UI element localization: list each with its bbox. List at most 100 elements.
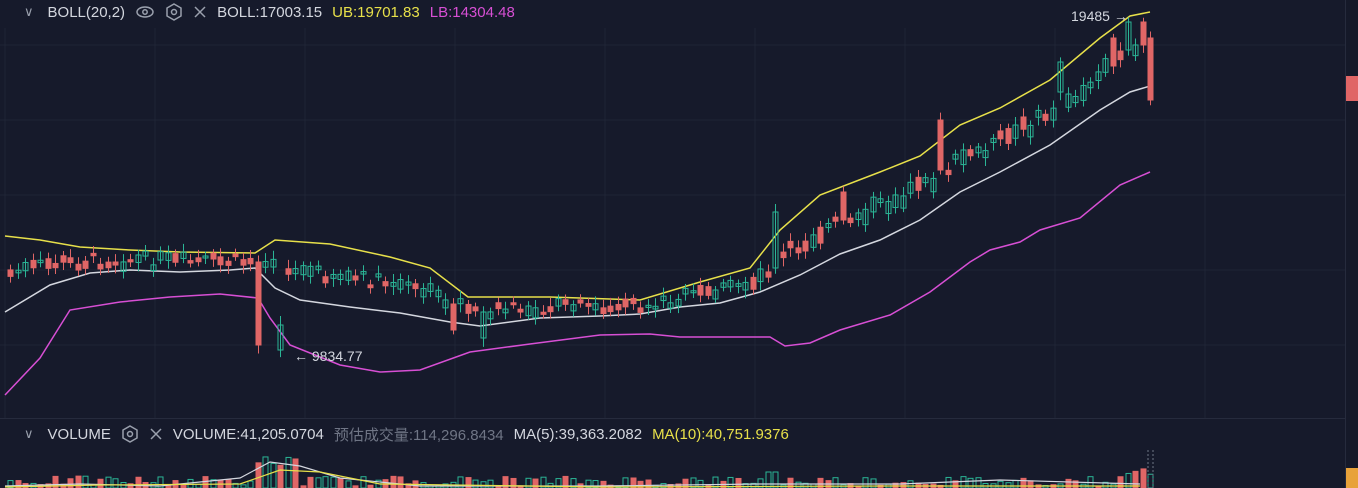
candle-body [1147,37,1154,101]
volume-bar [502,476,509,488]
volume-bar [727,476,734,488]
boll-upper-value: UB:19701.83 [332,3,420,21]
volume-bar [997,480,1004,488]
candle-body [937,119,944,171]
close-icon[interactable] [149,427,163,441]
candle-body [1087,81,1094,89]
candle-body [945,169,952,176]
candle-body [7,269,14,277]
volume-bar [112,478,119,488]
candle-body [1057,61,1064,93]
volume-bar [67,478,74,488]
volume-value: VOLUME:41,205.0704 [172,425,324,443]
candle-body [525,305,532,317]
candle-body [720,282,727,288]
settings-icon[interactable] [121,425,139,443]
volume-bar [682,478,689,488]
candle-body [225,260,232,266]
candle-body [382,281,389,287]
candle-body [1035,109,1042,118]
candle-body [817,226,824,244]
candle-body [165,252,172,261]
candle-body [112,261,119,266]
volume-bar [202,476,209,488]
candle-body [345,270,352,281]
candle-body [390,281,397,287]
settings-icon[interactable] [165,3,183,21]
candle-body [637,307,644,313]
candle-body [600,307,607,315]
upper-band-line [4,11,1151,301]
volume-bar [292,458,299,488]
candle-body [75,263,82,271]
volume-bar [330,476,337,488]
volume-bar [337,477,344,488]
candle-body [795,247,802,254]
volume-bar [307,476,314,488]
candle-body [480,311,487,339]
candle-body [900,195,907,209]
candle-body [465,303,472,314]
eye-icon[interactable] [135,5,155,19]
volume-bar [1072,480,1079,488]
candle-body [22,261,29,272]
candle-body [997,130,1004,140]
volume-bar [862,477,869,488]
candle-body [922,177,929,184]
candle-body [532,307,539,319]
volume-bar [960,476,967,488]
candle-body [1140,21,1147,46]
candle-body [630,297,637,305]
candle-body [120,261,127,272]
candle-body [442,299,449,309]
volume-indicator-name[interactable]: VOLUME [47,425,111,443]
collapse-chevron-icon[interactable]: ∨ [24,426,34,441]
candle-body [1102,58,1109,73]
volume-bar [240,484,247,488]
candle-body [547,306,554,313]
candle-body [457,298,464,305]
candle-body [142,250,149,257]
candle-body [682,287,689,295]
candle-body [652,305,659,310]
collapse-chevron-icon[interactable]: ∨ [24,4,34,19]
volume-bar [1005,482,1012,488]
candle-body [757,268,764,283]
candle-body [1080,84,1087,101]
pane-divider[interactable] [0,418,1345,419]
volume-bar [82,475,89,488]
candle-body [907,181,914,194]
volume-bar [1125,472,1132,488]
candle-body [412,283,419,290]
candle-body [787,240,794,249]
volume-bar [600,480,607,488]
candle-body [825,223,832,229]
volume-bar [967,477,974,488]
close-icon[interactable] [193,5,207,19]
candle-body [892,194,899,208]
boll-mid-value: BOLL:17003.15 [217,3,323,21]
candle-body [315,265,322,271]
volume-bar [690,477,697,488]
candle-body [1117,50,1124,61]
candle-body [810,234,817,248]
volume-bar [637,480,644,488]
volume-bar [907,480,914,488]
candle-body [30,259,37,269]
volume-bar [772,471,779,488]
candle-body [37,259,44,264]
candle-body [960,149,967,166]
volume-bar [157,476,164,488]
candle-body [697,284,704,296]
candle-body [180,251,187,259]
volume-bar [135,476,142,488]
candle-body [90,252,97,257]
boll-indicator-name[interactable]: BOLL(20,2) [47,3,126,21]
candle-body [645,304,652,308]
price-scale[interactable] [1345,0,1358,488]
volume-bar [765,471,772,488]
candle-body [840,191,847,221]
candle-body [735,283,742,287]
candle-body [1072,95,1079,104]
